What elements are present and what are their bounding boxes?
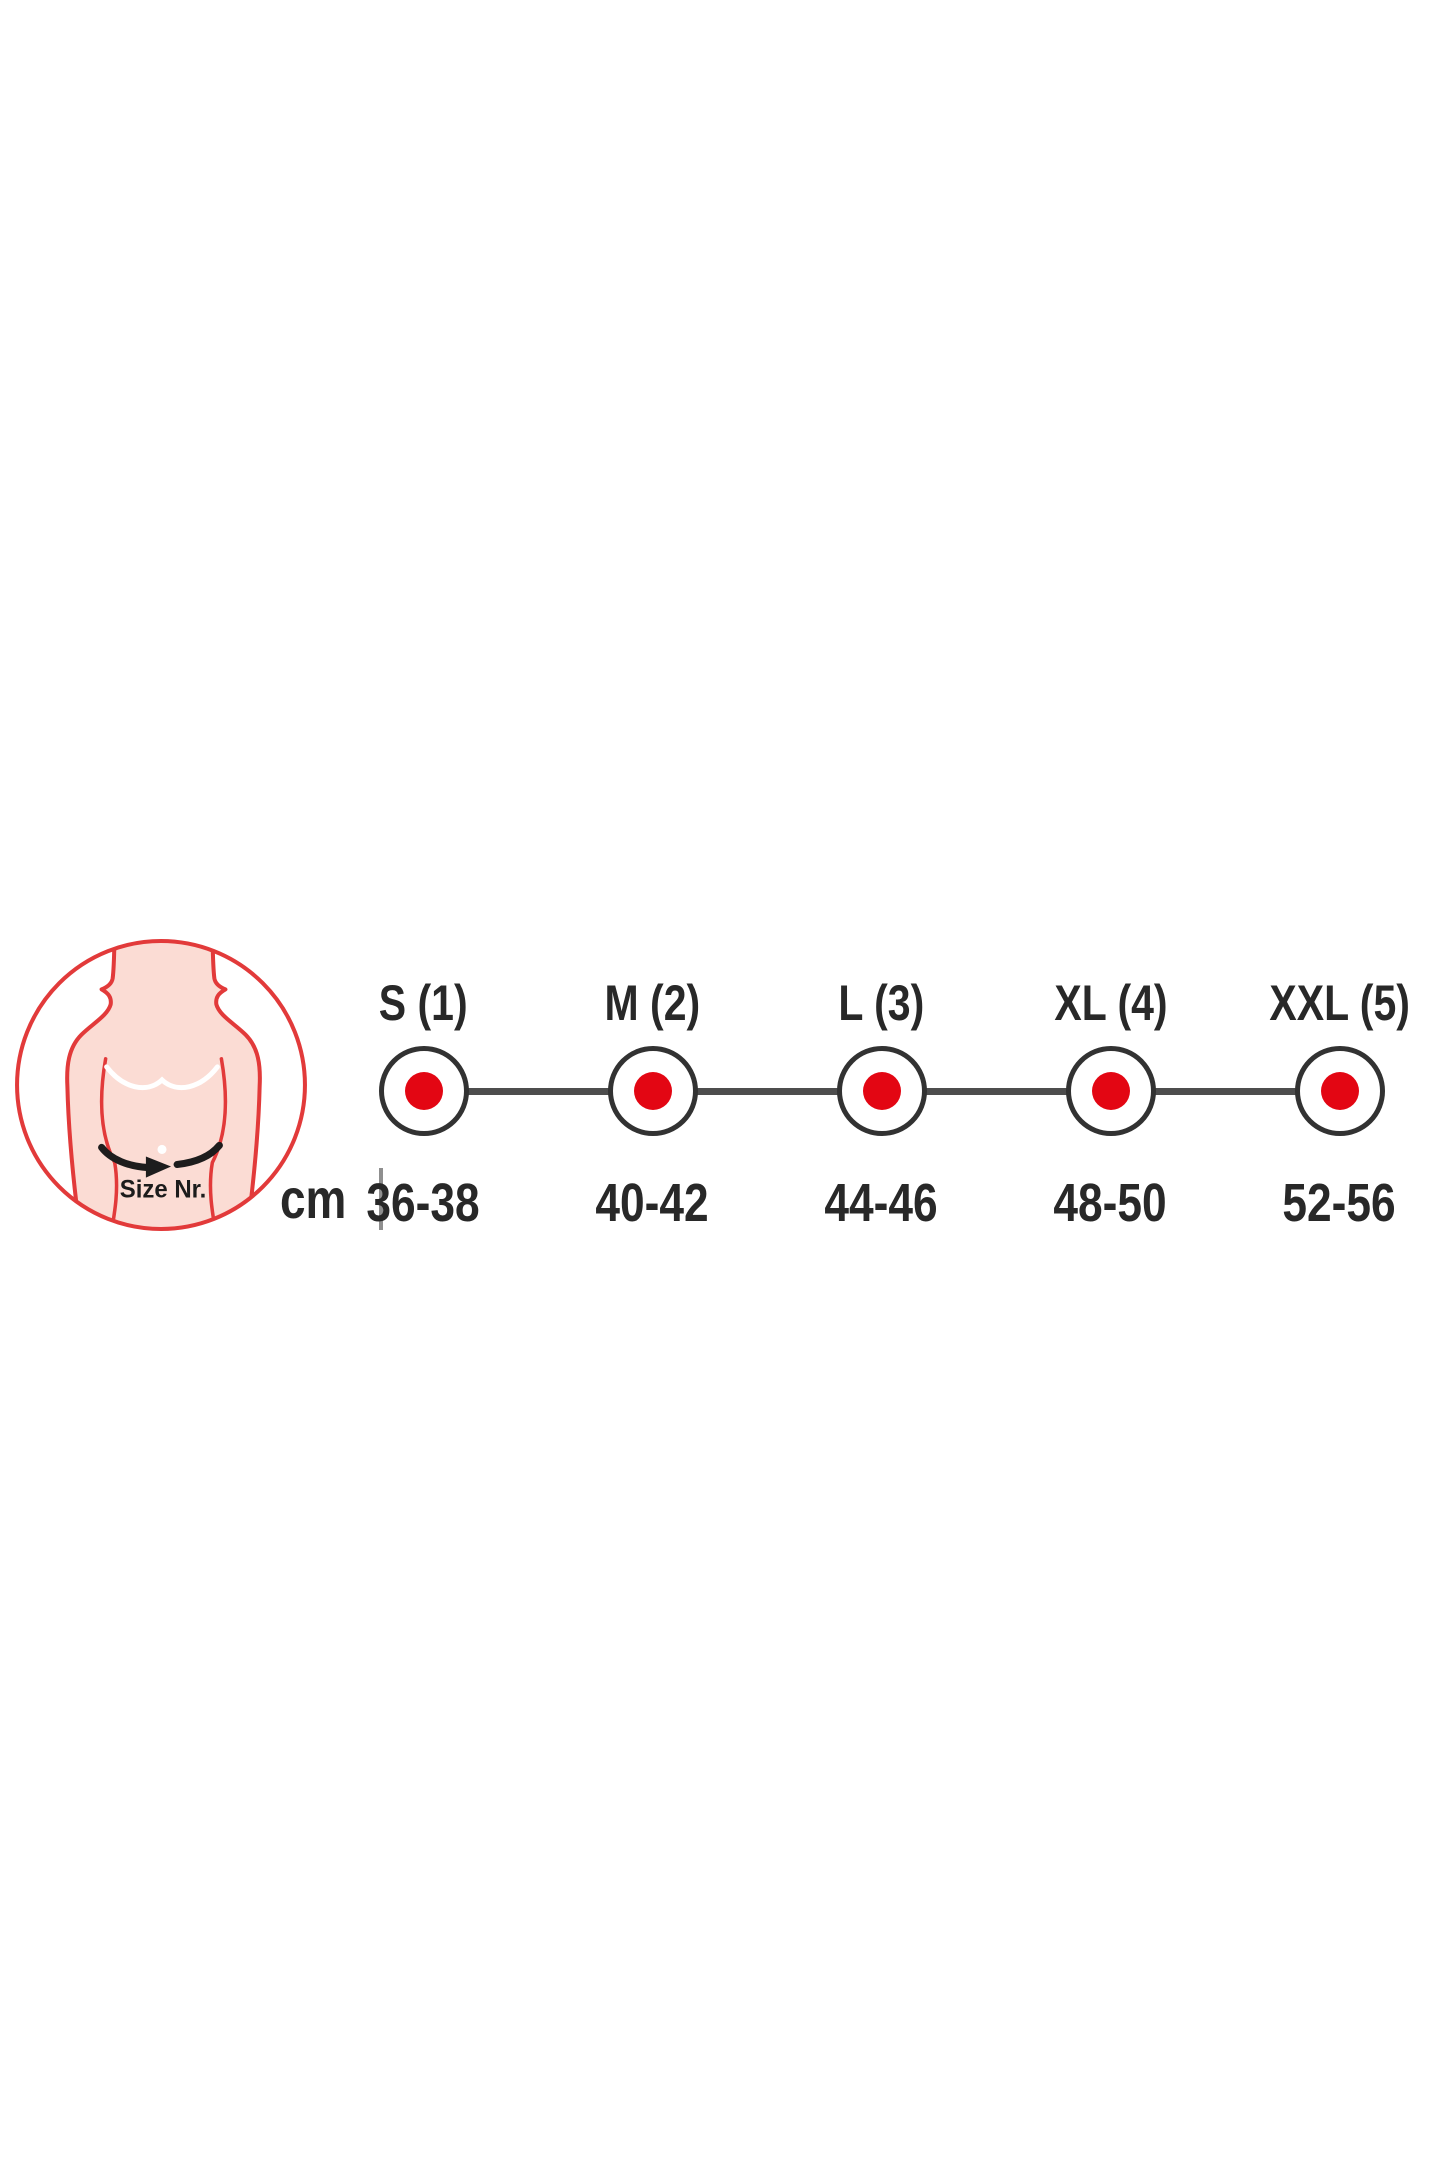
waist-circumference-arrow-icon	[98, 1141, 223, 1178]
node-wrap	[1225, 1036, 1440, 1160]
size-label: L (3)	[838, 975, 925, 1031]
size-item-l: L (3) 44-46	[767, 970, 996, 1240]
size-dot-icon	[633, 1072, 672, 1110]
size-node-circle	[378, 1046, 469, 1136]
unit-block: cm	[280, 1166, 383, 1232]
size-item-m: M (2) 40-42	[538, 970, 767, 1240]
size-label: M (2)	[604, 975, 701, 1031]
unit-divider	[378, 1168, 383, 1230]
size-node-circle	[1065, 1046, 1156, 1136]
size-node-circle	[836, 1046, 927, 1136]
size-dot-icon	[404, 1072, 443, 1110]
size-dot-icon	[1091, 1072, 1130, 1110]
shoulder-blade-highlight	[104, 1064, 220, 1091]
size-item-xxl: XXL (5) 52-56	[1225, 970, 1440, 1240]
size-dot-icon	[1320, 1072, 1359, 1110]
size-nr-caption: Size Nr.	[120, 1176, 207, 1204]
size-item-s: S (1) 36-38	[309, 970, 538, 1240]
size-range: 44-46	[824, 1173, 939, 1233]
size-range: 36-38	[366, 1173, 481, 1233]
size-range: 40-42	[595, 1173, 710, 1233]
size-node-circle	[607, 1046, 698, 1136]
node-wrap	[309, 1036, 538, 1160]
unit-label: cm	[280, 1167, 347, 1230]
figure-circle-outline	[15, 939, 307, 1231]
size-range: 52-56	[1282, 1173, 1397, 1233]
node-wrap	[996, 1036, 1225, 1160]
size-label: XXL (5)	[1269, 975, 1410, 1031]
size-label: S (1)	[379, 975, 468, 1031]
body-silhouette	[65, 941, 262, 1229]
female-back-torso-icon: Size Nr.	[15, 939, 307, 1231]
size-label: XL (4)	[1053, 975, 1168, 1031]
node-wrap	[767, 1036, 996, 1160]
node-wrap	[538, 1036, 767, 1160]
size-dot-icon	[862, 1072, 901, 1110]
size-node-circle	[1294, 1046, 1385, 1136]
size-range: 48-50	[1053, 1173, 1168, 1233]
size-scale: S (1) 36-38 M (2) 40-42 L (3)	[309, 970, 1440, 1240]
size-item-xl: XL (4) 48-50	[996, 970, 1225, 1240]
